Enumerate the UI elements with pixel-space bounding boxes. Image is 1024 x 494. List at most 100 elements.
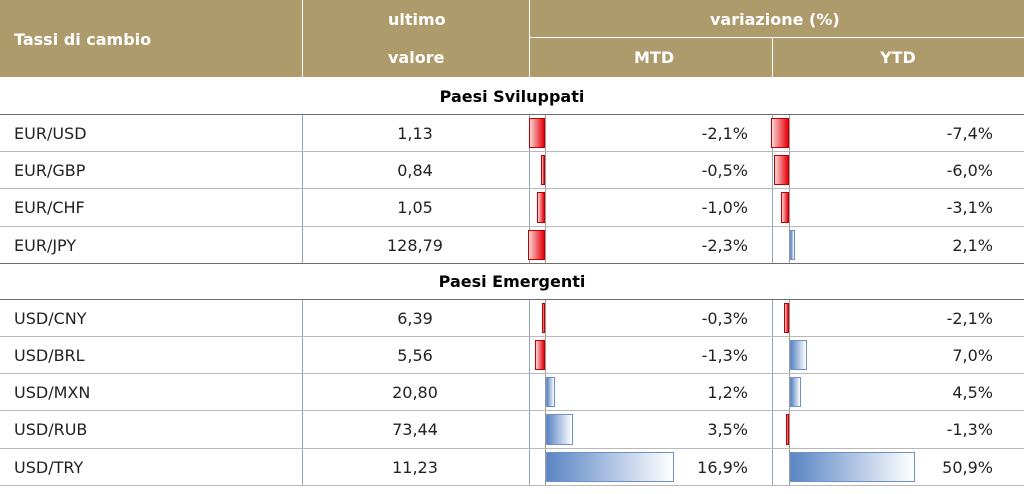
last-value: 128,79 [387, 235, 443, 255]
column-divider [302, 226, 303, 264]
bar-axis [789, 226, 790, 264]
last-value: 0,84 [397, 161, 433, 181]
header-ultimo: ultimo [388, 10, 446, 29]
column-divider [529, 152, 530, 190]
mtd-value: 3,5% [707, 420, 748, 440]
last-value: 5,56 [397, 346, 433, 365]
ytd-value: 4,5% [952, 383, 993, 403]
column-divider [772, 226, 773, 264]
row-divider [0, 188, 1024, 189]
bar-axis [789, 337, 790, 375]
bar-axis [789, 411, 790, 449]
ytd-value: -1,3% [946, 420, 993, 440]
column-divider [302, 189, 303, 227]
currency-pair: EUR/JPY [14, 235, 77, 255]
currency-pair: USD/BRL [14, 346, 85, 365]
header-mtd: MTD [634, 48, 675, 67]
mtd-value: -0,5% [701, 161, 748, 181]
ytd-value: 50,9% [942, 457, 993, 477]
mtd-bar [541, 155, 545, 186]
row-divider [0, 336, 1024, 337]
header-divider [529, 37, 1024, 38]
table-header: Tassi di cambio ultimo valore variazione… [0, 0, 1024, 77]
column-divider [772, 411, 773, 449]
last-value: 1,05 [397, 198, 433, 218]
mtd-value: -1,3% [701, 346, 748, 365]
last-value: 73,44 [392, 420, 438, 440]
bar-axis [545, 299, 546, 337]
ytd-value: -6,0% [946, 161, 993, 181]
ytd-bar [790, 229, 796, 260]
column-divider [772, 448, 773, 486]
ytd-bar [790, 377, 802, 408]
ytd-bar [790, 451, 915, 482]
column-divider [529, 189, 530, 227]
row-divider [0, 226, 1024, 227]
last-value: 6,39 [397, 308, 433, 328]
currency-pair: USD/MXN [14, 383, 91, 403]
bar-axis [545, 226, 546, 264]
currency-pair: USD/CNY [14, 308, 87, 328]
mtd-bar [529, 118, 545, 149]
bar-axis [545, 411, 546, 449]
column-divider [302, 448, 303, 486]
mtd-bar [546, 451, 674, 482]
row-divider [0, 448, 1024, 449]
header-divider [772, 37, 773, 77]
mtd-value: -1,0% [701, 198, 748, 218]
mtd-value: -0,3% [701, 308, 748, 328]
mtd-value: 16,9% [697, 457, 748, 477]
column-divider [529, 337, 530, 375]
bar-axis [789, 374, 790, 412]
last-value: 11,23 [392, 457, 438, 477]
row-divider [0, 298, 1024, 300]
ytd-value: 2,1% [952, 235, 993, 255]
currency-pair: USD/RUB [14, 420, 88, 440]
column-divider [302, 152, 303, 190]
column-divider [529, 299, 530, 337]
currency-pair: EUR/CHF [14, 198, 85, 218]
header-valore: valore [388, 48, 445, 67]
column-divider [772, 152, 773, 190]
mtd-bar [537, 192, 545, 223]
mtd-value: -2,3% [701, 235, 748, 255]
ytd-bar [790, 340, 808, 371]
bar-axis [545, 448, 546, 486]
bar-axis [789, 115, 790, 153]
ytd-bar [774, 155, 789, 186]
ytd-value: 7,0% [952, 346, 993, 365]
bar-axis [545, 152, 546, 190]
column-divider [529, 411, 530, 449]
column-divider [302, 411, 303, 449]
column-divider [529, 374, 530, 412]
bar-axis [789, 152, 790, 190]
column-divider [302, 115, 303, 153]
ytd-bar [785, 414, 789, 445]
header-divider [302, 0, 303, 77]
last-value: 20,80 [392, 383, 438, 403]
bar-axis [545, 374, 546, 412]
column-divider [529, 448, 530, 486]
currency-pair: EUR/GBP [14, 161, 86, 181]
section-title: Paesi Sviluppati [439, 87, 585, 106]
currency-pair: USD/TRY [14, 457, 84, 477]
ytd-value: -3,1% [946, 198, 993, 218]
column-divider [302, 337, 303, 375]
column-divider [772, 189, 773, 227]
column-divider [772, 299, 773, 337]
row-divider [0, 485, 1024, 486]
bar-axis [545, 115, 546, 153]
header-variazione: variazione (%) [710, 10, 840, 29]
ytd-bar [770, 118, 789, 149]
bar-axis [789, 299, 790, 337]
ytd-bar [783, 302, 789, 333]
mtd-value: 1,2% [707, 383, 748, 403]
bar-axis [789, 189, 790, 227]
mtd-value: -2,1% [701, 124, 748, 143]
bar-axis [789, 448, 790, 486]
row-divider [0, 410, 1024, 411]
ytd-bar [781, 192, 789, 223]
row-divider [0, 151, 1024, 152]
section-title: Paesi Emergenti [438, 271, 586, 291]
currency-pair: EUR/USD [14, 124, 87, 143]
